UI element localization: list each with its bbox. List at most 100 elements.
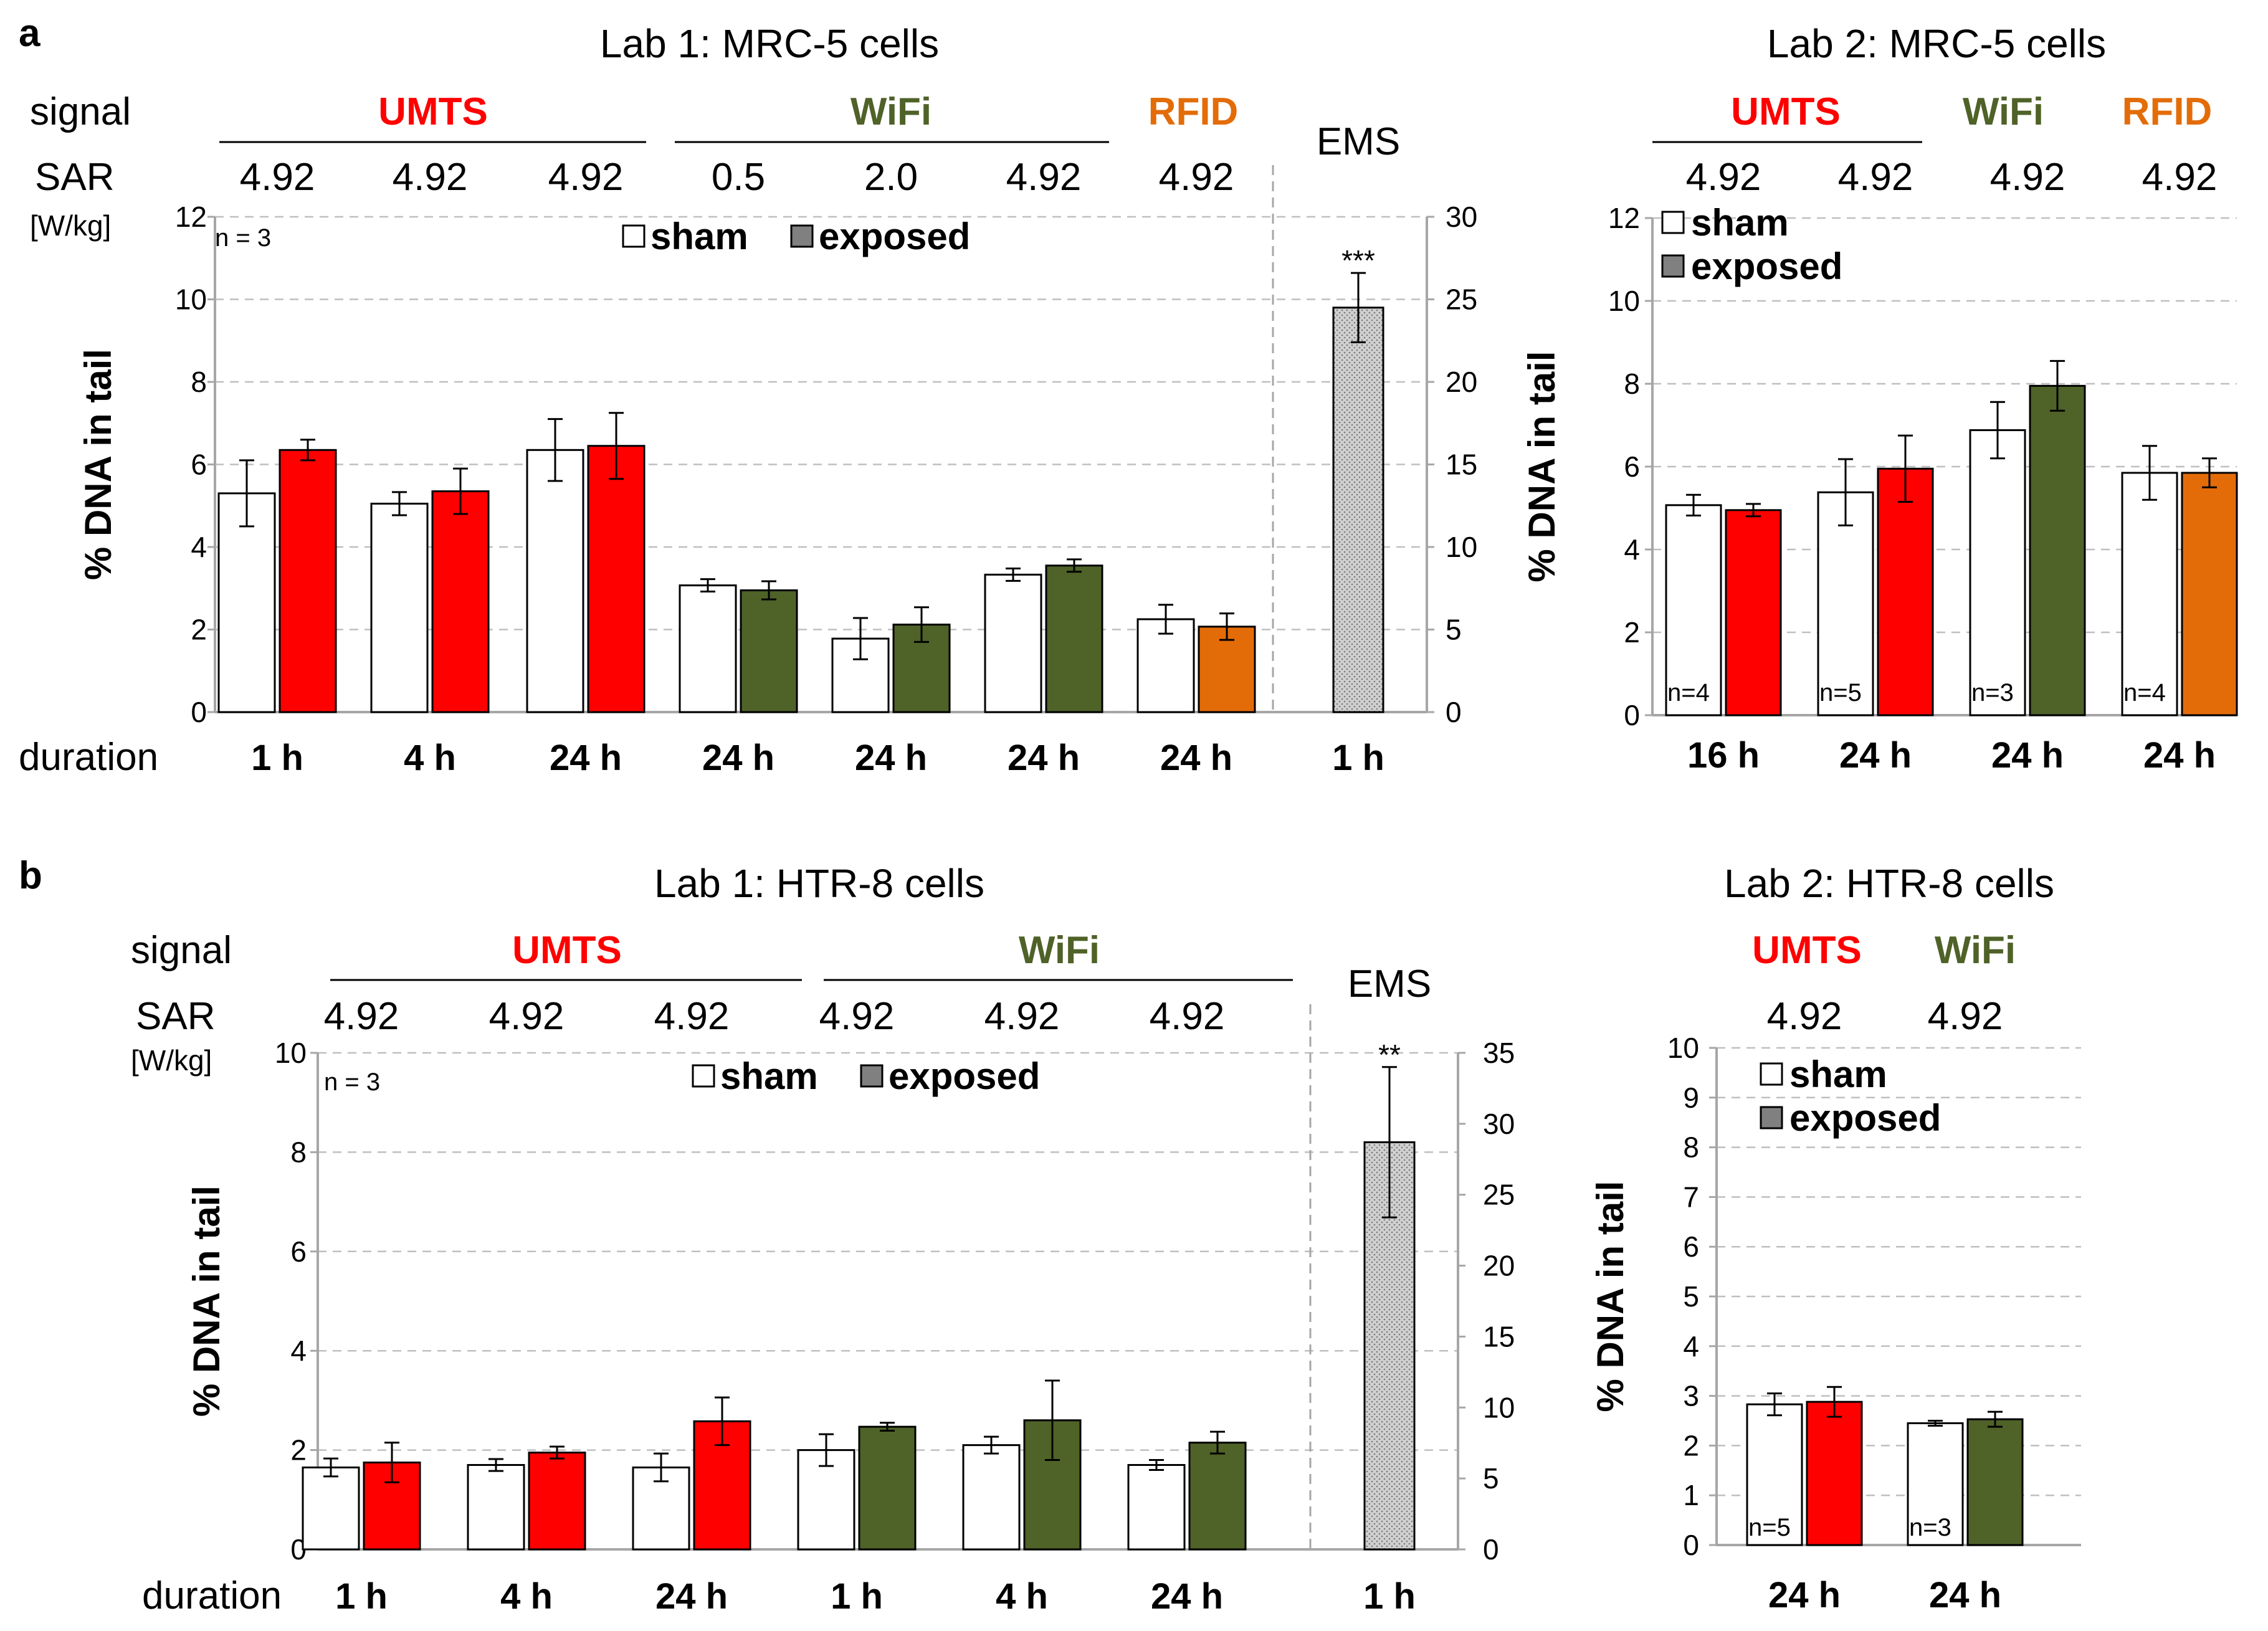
y-tick-label: 10 [1608,285,1640,317]
category-label: 24 h [1929,1575,2001,1615]
chart-lab2-htr8: Lab 2: HTR-8 cells 0 1 2 3 4 5 6 7 8 9 10 % DNA in t… [1589,861,2081,1615]
exposed-bar [2181,472,2238,716]
y2-tick-label: 10 [1483,1391,1515,1424]
sham-bar [467,1464,525,1551]
legend-label-exposed: exposed [889,1055,1040,1097]
y2-tick-label: 35 [1483,1037,1515,1069]
sar-value: 4.92 [1990,156,2066,199]
sar-value: 4.92 [1928,995,2003,1038]
signal-label-wifi: WiFi [1963,90,2044,133]
sham-bar [1746,1403,1803,1546]
category-label: 24 h [1839,735,1912,776]
legend-label-exposed: exposed [819,216,970,257]
chart-title: Lab 2: MRC-5 cells [1767,21,2106,66]
exposed-bar [1877,467,1934,716]
y-tick-label: 3 [1683,1380,1699,1412]
sar-unit-label: [W/kg] [131,1044,212,1077]
legend-label-exposed: exposed [1789,1097,1941,1139]
sar-value: 4.92 [393,156,468,199]
y-tick-label: 12 [175,201,207,233]
sham-bar [797,1449,855,1551]
sham-bar [526,449,584,713]
exposed-bar [740,589,798,713]
sar-value: 4.92 [489,995,565,1038]
y2-tick-label: 10 [1446,531,1477,563]
y-tick-label: 8 [1624,368,1640,400]
sar-value: 4.92 [819,995,895,1038]
y-tick-label: 6 [290,1235,307,1268]
category-label: 1 h [335,1576,388,1617]
sham-bar [679,584,737,713]
sham-bar [962,1444,1021,1551]
legend-swatch-sham [622,224,646,248]
exposed-bar [858,1425,917,1551]
y-tick-label: 2 [290,1434,307,1467]
y-tick-label: 6 [1624,450,1640,483]
signal-label-wifi: WiFi [1935,929,2016,972]
exposed-bar [528,1452,586,1551]
exposed-bar [1806,1400,1863,1546]
sar-value: 4.92 [324,995,399,1038]
sham-bar [217,492,276,713]
exposed-bar [1188,1442,1247,1551]
significance-label: ** [1378,1039,1401,1071]
signal-label-umts: UMTS [1731,90,1841,133]
sham-bar [984,573,1042,713]
y-tick-label: 6 [191,449,207,481]
y-tick-label: 4 [191,531,207,563]
y-tick-label: 10 [1667,1032,1699,1064]
signal-label-umts: UMTS [378,90,488,133]
sar-value: 4.92 [1767,995,1842,1038]
n-label: n=4 [1667,679,1710,706]
duration-row-label: duration [142,1574,282,1617]
legend-swatch-sham [692,1064,715,1088]
category-label: 1 h [251,738,303,778]
y2-tick-label: 20 [1446,366,1477,398]
signal-label-wifi: WiFi [850,90,932,133]
exposed-bar [1198,625,1256,713]
signal-row-label: signal [30,90,131,133]
y-tick-label: 0 [191,696,207,728]
category-label: 24 h [1008,738,1080,778]
chart-title: Lab 2: HTR-8 cells [1724,861,2054,906]
y-axis-label: % DNA in tail [1589,1181,1631,1412]
sham-bar [1969,429,2026,716]
legend-label-exposed: exposed [1691,245,1842,287]
y-tick-label: 6 [1683,1230,1699,1263]
legend-label-sham: sham [1789,1053,1887,1095]
legend-swatch-exposed [1760,1106,1783,1129]
y-tick-label: 7 [1683,1181,1699,1213]
y-tick-label: 0 [1683,1529,1699,1561]
y2-tick-label: 25 [1483,1179,1515,1211]
y2-tick-label: 15 [1483,1320,1515,1353]
signal-row-label: signal [131,929,232,972]
sham-bar [1665,504,1722,716]
signal-label-wifi: WiFi [1019,929,1100,972]
sar-value: 2.0 [864,156,918,199]
exposed-bar [1045,564,1103,713]
category-label: 24 h [855,738,927,778]
y-tick-label: 0 [1624,699,1640,731]
chart-title: Lab 1: MRC-5 cells [600,21,939,66]
y-tick-label: 9 [1683,1082,1699,1114]
y2-tick-label: 5 [1483,1462,1499,1495]
y2-tick-label: 20 [1483,1250,1515,1282]
sar-value: 4.92 [1838,156,1913,199]
n-label: n=3 [1909,1514,1951,1541]
legend-label-sham: sham [720,1055,818,1097]
y-tick-label: 5 [1683,1280,1699,1313]
category-label: 1 h [831,1576,883,1617]
y-tick-label: 2 [191,614,207,646]
exposed-bar [279,449,337,713]
sar-value: 4.92 [1159,156,1234,199]
y2-tick-label: 15 [1446,449,1477,481]
n-label: n=4 [2123,679,2166,706]
y2-tick-label: 0 [1483,1533,1499,1566]
legend-swatch-exposed [860,1064,884,1088]
y-tick-label: 10 [275,1037,307,1069]
category-label: 24 h [550,738,622,778]
legend-swatch-exposed [790,224,814,248]
y2-tick-label: 5 [1446,614,1462,646]
y2-tick-label: 30 [1446,201,1477,233]
ems-label: EMS [1348,963,1431,1006]
